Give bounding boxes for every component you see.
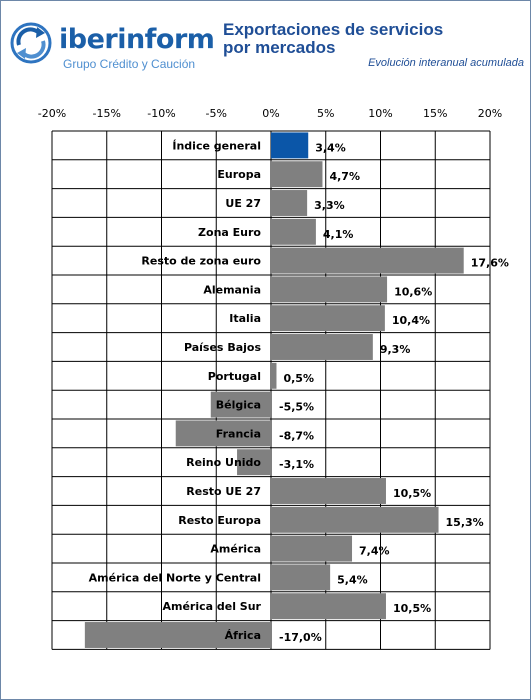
- iberinform-logo: iberinform Grupo Crédito y Caución: [9, 15, 215, 75]
- data-label: 4,1%: [323, 228, 354, 241]
- value-labels: 3,4% 4,7% 3,3% 4,1% 17,6% 10,6% 10,4% 9,3% 0,5% -…: [279, 141, 509, 644]
- data-label: 15,3%: [446, 516, 484, 529]
- bar: [271, 593, 386, 620]
- category-label: África: [225, 629, 261, 642]
- data-label: -5,5%: [279, 401, 314, 414]
- bar: [271, 276, 388, 303]
- bar: [271, 478, 386, 504]
- data-label: 9,3%: [380, 343, 411, 356]
- category-label: Alemania: [203, 283, 261, 296]
- bar: [210, 391, 271, 418]
- data-label: -8,7%: [279, 429, 314, 442]
- category-label: Resto UE 27: [186, 485, 261, 498]
- category-label: América: [210, 543, 261, 556]
- data-label: 17,6%: [471, 257, 509, 270]
- category-label: Zona Euro: [198, 226, 261, 239]
- x-tick-label: 10%: [368, 107, 392, 120]
- chart-title: Exportaciones de servicios por mercados: [223, 21, 523, 57]
- x-tick-label: -20%: [38, 107, 66, 120]
- data-label: -17,0%: [279, 631, 322, 644]
- chart-title-line-2: por mercados: [223, 38, 336, 57]
- bar: [271, 132, 309, 159]
- bar: [271, 535, 353, 562]
- data-label: -3,1%: [279, 458, 314, 471]
- category-label: América del Sur: [162, 600, 261, 613]
- chart-bars: [84, 132, 464, 648]
- data-label: 10,5%: [393, 602, 431, 615]
- chart-subtitle: Evolución interanual acumulada: [368, 57, 524, 69]
- x-tick-label: -10%: [147, 107, 175, 120]
- data-label: 10,5%: [393, 487, 431, 500]
- x-tick-label: 20%: [478, 107, 502, 120]
- x-axis-ticks: -20% -15% -10% -5% 0% 5% 10% 15% 20%: [38, 107, 502, 120]
- category-label: Resto de zona euro: [141, 255, 261, 268]
- category-label: Países Bajos: [184, 341, 261, 354]
- category-label: América del Norte y Central: [89, 571, 261, 584]
- data-label: 3,4%: [315, 141, 346, 154]
- data-label: 10,6%: [394, 285, 432, 298]
- chart-title-line-1: Exportaciones de servicios: [223, 20, 444, 39]
- bar: [271, 334, 373, 360]
- category-label: Índice general: [172, 139, 261, 152]
- x-tick-label: -5%: [206, 107, 227, 120]
- x-tick-label: 5%: [317, 107, 334, 120]
- data-label: 7,4%: [359, 545, 390, 558]
- category-label: Europa: [217, 168, 261, 181]
- category-labels: Índice general Europa UE 27 Zona Euro Resto …: [89, 139, 262, 642]
- data-label: 0,5%: [283, 372, 314, 385]
- data-label: 4,7%: [329, 170, 360, 183]
- data-label: 5,4%: [337, 573, 368, 586]
- category-label: Bélgica: [216, 399, 261, 412]
- logo-brand-text: iberinform: [59, 24, 215, 55]
- data-label: 10,4%: [392, 314, 430, 327]
- x-tick-label: 0%: [262, 107, 279, 120]
- data-label: 3,3%: [314, 199, 345, 212]
- category-label: Resto Europa: [178, 514, 261, 527]
- bar: [271, 218, 316, 245]
- logo-tagline: Grupo Crédito y Caución: [63, 57, 196, 71]
- bar: [271, 564, 331, 591]
- bar: [84, 622, 271, 648]
- category-label: Reino Unido: [186, 456, 261, 469]
- x-tick-label: 15%: [423, 107, 447, 120]
- bar: [271, 161, 323, 188]
- bar: [271, 506, 439, 533]
- category-label: UE 27: [225, 197, 261, 210]
- bar: [271, 362, 277, 389]
- bar: [175, 420, 271, 447]
- x-tick-label: -15%: [93, 107, 121, 120]
- bar: [271, 247, 464, 274]
- chart-grid: [51, 130, 491, 650]
- logo-arrows-icon: [10, 22, 52, 64]
- bar: [237, 449, 271, 476]
- bar: [271, 190, 308, 216]
- category-label: Francia: [216, 427, 261, 440]
- category-label: Italia: [229, 312, 261, 325]
- bar: [271, 305, 385, 332]
- category-label: Portugal: [208, 370, 261, 383]
